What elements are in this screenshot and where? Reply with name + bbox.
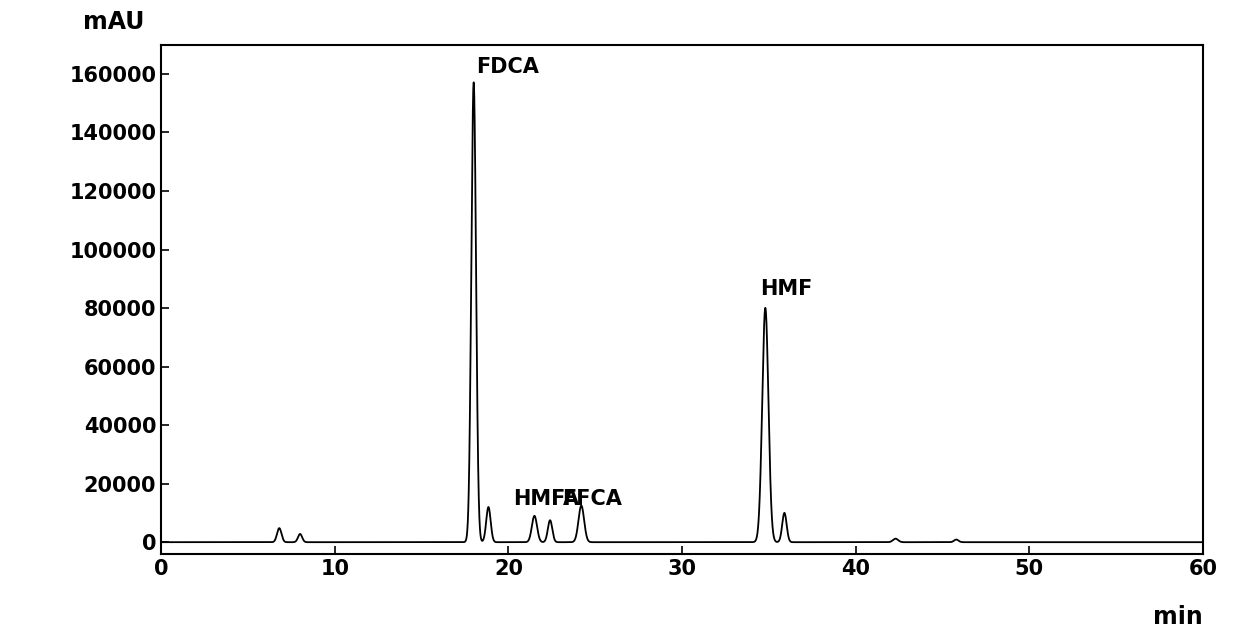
- Text: min: min: [1153, 605, 1203, 629]
- Text: HMF: HMF: [760, 280, 812, 299]
- Text: HMFA: HMFA: [513, 489, 580, 509]
- Text: FDCA: FDCA: [476, 57, 539, 77]
- Text: mAU: mAU: [83, 10, 144, 34]
- Text: FFCA: FFCA: [562, 489, 622, 509]
